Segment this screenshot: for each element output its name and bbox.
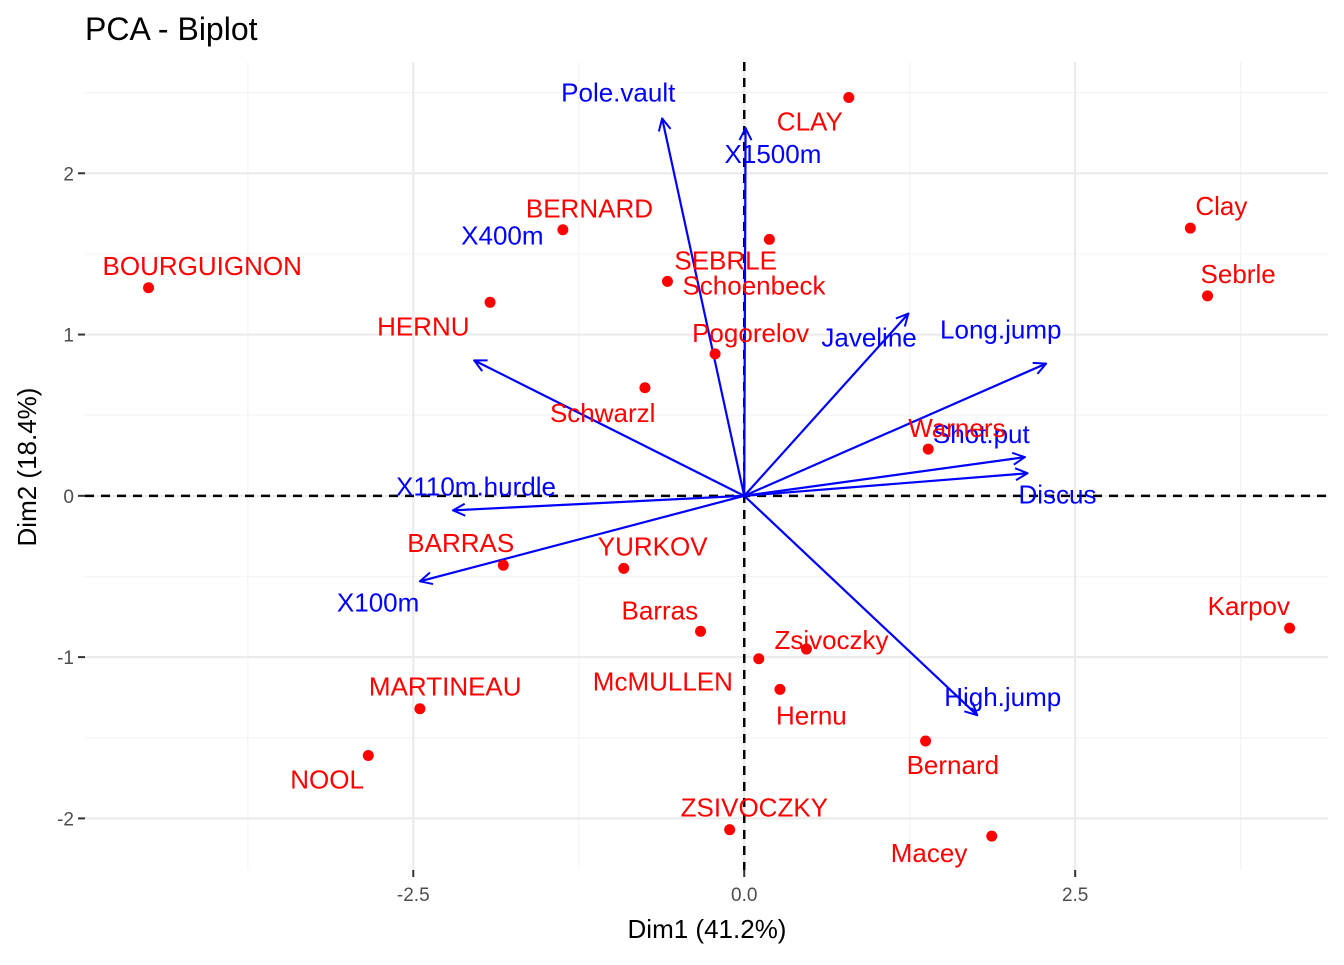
- variable-label-pole-vault: Pole.vault: [561, 77, 676, 107]
- variable-label-discus: Discus: [1019, 479, 1097, 509]
- point-pogorelov: [709, 348, 721, 360]
- point-bernard: [920, 735, 932, 747]
- variable-label-x1500m: X1500m: [725, 139, 822, 169]
- y-tick-label: 1: [63, 326, 74, 347]
- point-yurkov: [618, 562, 630, 574]
- y-tick-label: 0: [63, 487, 74, 508]
- point-label-hernu: HERNU: [377, 311, 469, 341]
- variable-arrow-x100m: [420, 494, 745, 581]
- point-barras: [497, 559, 509, 571]
- x-tick-label: -2.5: [397, 885, 430, 906]
- point-label-zsivoczky: Zsivoczky: [774, 625, 888, 655]
- x-axis-title: Dim1 (41.2%): [628, 914, 787, 944]
- point-sebrle: [763, 233, 775, 245]
- point-label-barras: Barras: [622, 595, 699, 625]
- reference-lines: [85, 62, 1328, 870]
- variable-label-javeline: Javeline: [821, 323, 916, 353]
- point-label-sebrle: Sebrle: [1201, 259, 1276, 289]
- variable-arrow-x1500m: [744, 128, 745, 496]
- y-tick-label: 2: [63, 164, 74, 185]
- point-label-yurkov: YURKOV: [598, 531, 708, 561]
- point-barras: [695, 625, 707, 637]
- point-martineau: [414, 703, 426, 715]
- point-label-karpov: Karpov: [1208, 591, 1290, 621]
- point-label-sebrle: SEBRLE: [674, 245, 777, 275]
- y-tick-label: -2: [57, 809, 74, 830]
- point-label-warners: Warners: [908, 413, 1005, 443]
- point-nool: [362, 749, 374, 761]
- variable-label-x110m-hurdle: X110m.hurdle: [396, 471, 556, 501]
- variable-arrows: [420, 118, 1046, 715]
- y-tick-label: -1: [57, 648, 74, 669]
- variable-arrow-long-jump: [743, 364, 1046, 497]
- grid: [85, 62, 1328, 870]
- x-tick-label: 2.5: [1062, 885, 1088, 906]
- variable-label-x100m: X100m: [337, 587, 419, 617]
- point-label-nool: NOOL: [290, 764, 364, 794]
- point-clay: [1184, 222, 1196, 234]
- variable-arrow-shot-put: [744, 457, 1025, 497]
- x-tick-label: 0.0: [731, 885, 757, 906]
- variable-arrow-high-jump: [743, 495, 977, 715]
- variable-label-long-jump: Long.jump: [940, 315, 1061, 345]
- point-label-bourguignon: BOURGUIGNON: [103, 251, 302, 281]
- point-label-schoenbeck: Schoenbeck: [682, 270, 826, 300]
- variable-label-x400m: X400m: [461, 220, 543, 250]
- point-sebrle: [1202, 290, 1214, 302]
- point-label-bernard: BERNARD: [526, 194, 653, 224]
- point-label-martineau: MARTINEAU: [369, 672, 522, 702]
- point-zsivoczky: [724, 824, 736, 836]
- y-axis-title: Dim2 (18.4%): [12, 388, 42, 547]
- point-macey: [986, 830, 998, 842]
- point-mcmullen: [753, 653, 765, 665]
- point-hernu: [484, 296, 496, 308]
- individual-points: [143, 91, 1296, 842]
- chart-title: PCA - Biplot: [85, 11, 258, 47]
- point-zsivoczky: [800, 643, 812, 655]
- point-schoenbeck: [661, 275, 673, 287]
- point-karpov: [1284, 622, 1296, 634]
- point-schwarzl: [639, 382, 651, 394]
- variable-arrow-x110m-hurdle: [453, 494, 745, 511]
- variable-label-high-jump: High.jump: [944, 682, 1061, 712]
- variable-arrow-pole-vault: [662, 118, 746, 497]
- point-bernard: [557, 224, 569, 236]
- point-label-hernu: Hernu: [776, 700, 847, 730]
- variable-arrow-javeline: [743, 314, 908, 497]
- point-label-macey: Macey: [891, 838, 968, 868]
- point-label-bernard: Bernard: [907, 750, 1000, 780]
- point-label-barras: BARRAS: [407, 528, 514, 558]
- labels: X100m Long.jump Shot.put High.jump X400m X110…: [103, 77, 1290, 868]
- point-hernu: [774, 683, 786, 695]
- point-bourguignon: [143, 282, 155, 294]
- axis-ticks: -2.5 0.0 2.5 -2 -1 0 1 2: [57, 164, 1088, 906]
- variable-label-shot-put: Shot.put: [933, 419, 1031, 449]
- point-label-clay: CLAY: [777, 106, 843, 136]
- point-label-clay: Clay: [1195, 191, 1247, 221]
- point-label-pogorelov: Pogorelov: [692, 318, 809, 348]
- point-clay: [843, 91, 855, 103]
- point-label-zsivoczky: ZSIVOCZKY: [681, 793, 828, 823]
- point-warners: [922, 443, 934, 455]
- point-label-mcmullen: McMULLEN: [593, 667, 733, 697]
- variable-arrow-x400m: [474, 360, 745, 497]
- point-label-schwarzl: Schwarzl: [550, 398, 655, 428]
- variable-arrow-discus: [744, 473, 1027, 497]
